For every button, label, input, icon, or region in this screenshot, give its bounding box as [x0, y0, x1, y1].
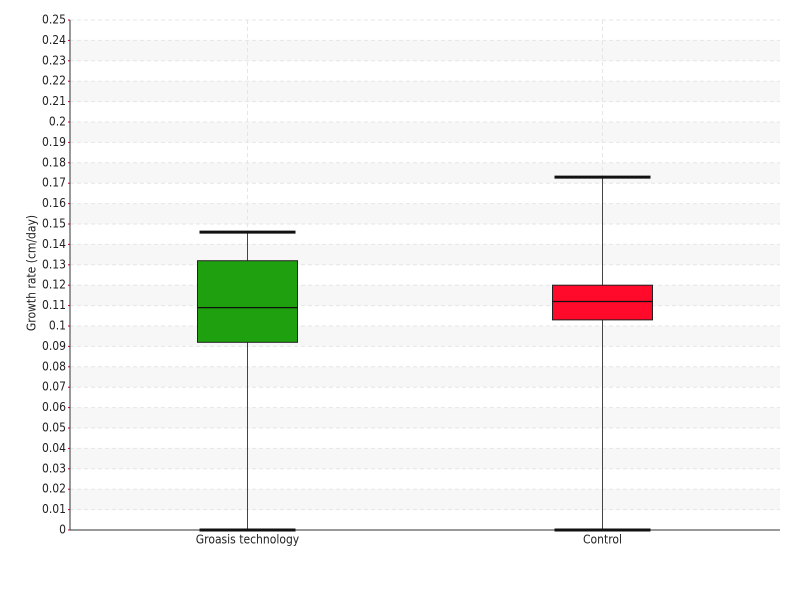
y-tick-label: 0.24 — [42, 33, 66, 47]
grid-band — [70, 162, 780, 184]
y-tick-label: 0.03 — [42, 461, 66, 475]
y-tick-label: 0.16 — [42, 196, 66, 210]
y-tick-label: 0.2 — [49, 115, 66, 129]
grid-band — [70, 244, 780, 265]
y-tick-label: 0.23 — [42, 53, 66, 67]
x-tick-label: Groasis technology — [196, 533, 300, 547]
y-tick-label: 0.1 — [49, 319, 66, 333]
y-tick-label: 0.19 — [42, 135, 66, 149]
grid-band — [70, 285, 780, 306]
x-tick-label: Control — [583, 533, 622, 547]
y-tick-label: 0.07 — [42, 380, 66, 394]
y-tick-label: 0.11 — [42, 298, 66, 312]
y-tick-label: 0.08 — [42, 359, 66, 373]
grid-band — [70, 81, 780, 102]
grid-band — [70, 326, 780, 347]
grid-band — [70, 203, 780, 224]
y-tick-label: 0.12 — [42, 278, 66, 292]
y-tick-label: 0 — [59, 523, 66, 537]
box — [197, 260, 298, 343]
grid-band — [70, 366, 780, 388]
y-tick-label: 0.15 — [42, 217, 66, 231]
y-tick-label: 0.05 — [42, 421, 66, 435]
grid-band — [70, 122, 780, 143]
y-tick-label: 0.13 — [42, 257, 66, 271]
y-tick-label: 0.02 — [42, 482, 66, 496]
y-tick-label: 0.17 — [42, 176, 66, 190]
grid-band — [70, 489, 780, 510]
box — [552, 284, 653, 321]
y-tick-label: 0.21 — [42, 94, 66, 108]
y-tick-label: 0.04 — [42, 441, 66, 455]
y-tick-label: 0.06 — [42, 400, 66, 414]
y-tick-label: 0.14 — [42, 237, 66, 251]
y-axis-label: Growth rate (cm/day) — [25, 215, 39, 331]
grid-band — [70, 40, 780, 61]
y-tick-label: 0.09 — [42, 339, 66, 353]
grid-band — [70, 407, 780, 428]
y-tick-label: 0.25 — [42, 13, 66, 27]
y-tick-label: 0.22 — [42, 74, 66, 88]
y-tick-label: 0.18 — [42, 155, 66, 169]
y-tick-label: 0.01 — [42, 502, 66, 516]
grid-band — [70, 448, 780, 469]
